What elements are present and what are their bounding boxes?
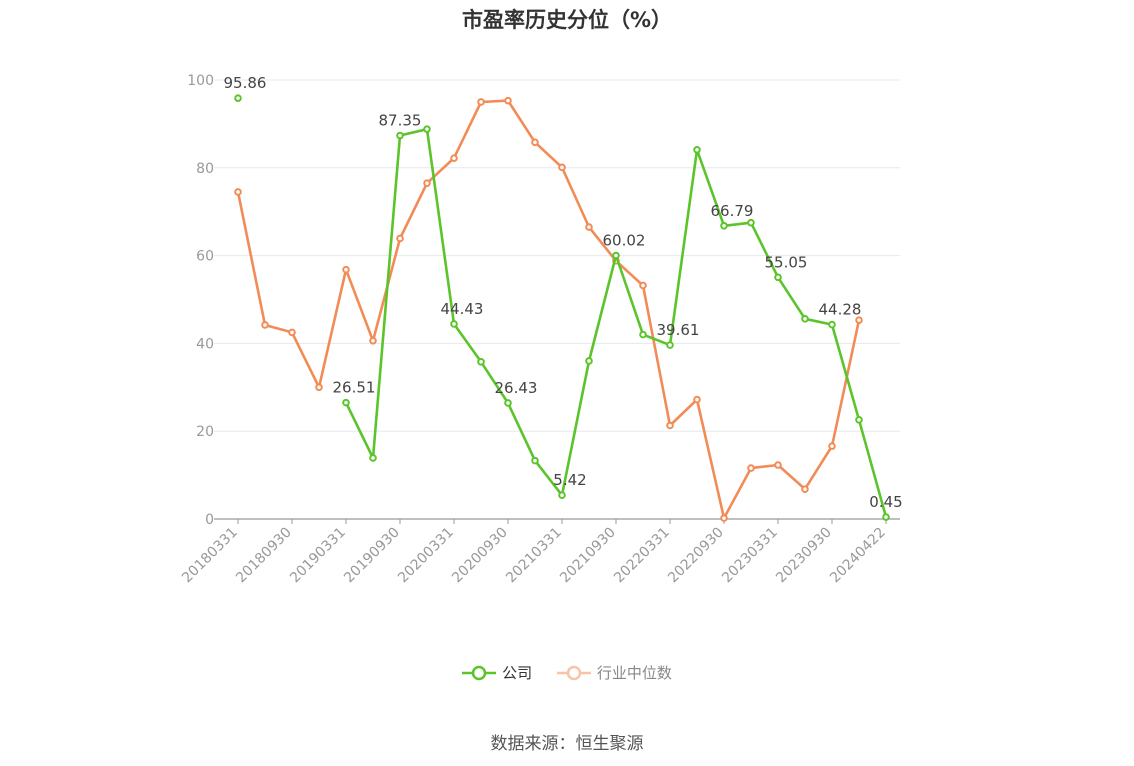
x-tick-label: 20210930 — [557, 525, 619, 587]
data-point — [882, 513, 890, 521]
data-label: 44.43 — [441, 300, 484, 318]
data-point — [504, 96, 512, 105]
x-tick-label: 20190331 — [287, 525, 349, 587]
data-point — [396, 131, 404, 140]
data-labels: 95.86 26.51 87.35 44.43 26.43 5.42 60.02 39.61 6… — [224, 74, 903, 511]
x-tick-label: 20240422 — [827, 525, 889, 587]
data-point — [774, 273, 782, 282]
data-point — [477, 358, 485, 366]
data-point — [450, 154, 458, 162]
data-point — [234, 188, 242, 196]
line-chart: 0 20 40 60 80 100 2018033120180930201903312019… — [179, 73, 903, 586]
legend-label-industry-median: 行业中位数 — [596, 664, 672, 682]
x-tick-label: 20200930 — [449, 525, 511, 587]
data-point — [828, 320, 836, 329]
data-point — [855, 415, 863, 424]
y-tick-label: 80 — [196, 161, 214, 177]
data-label: 87.35 — [379, 112, 422, 130]
data-point — [585, 357, 593, 365]
x-tick-label: 20190930 — [341, 525, 403, 587]
data-point — [855, 316, 863, 324]
x-tick-label: 20210331 — [503, 525, 565, 587]
x-tick-label: 20220331 — [611, 525, 673, 587]
data-point — [531, 138, 539, 147]
legend-item-company[interactable]: 公司 — [462, 662, 532, 683]
data-point — [423, 125, 431, 133]
data-point — [369, 336, 377, 345]
axes: 0 20 40 60 80 100 2018033120180930201903312019… — [179, 73, 900, 586]
data-point — [639, 281, 647, 290]
data-label: 44.28 — [819, 301, 862, 319]
data-point — [774, 461, 782, 469]
data-point — [720, 221, 728, 230]
data-point — [450, 320, 458, 328]
data-point — [612, 251, 620, 260]
series-lines — [234, 94, 890, 522]
legend-label-company: 公司 — [502, 664, 533, 682]
legend-line-circle-icon — [462, 665, 497, 680]
data-label: 26.51 — [333, 379, 376, 397]
data-point — [315, 383, 323, 392]
x-tick-label: 20200331 — [395, 525, 457, 587]
data-point — [747, 464, 755, 472]
data-label: 66.79 — [711, 202, 754, 220]
data-point — [558, 163, 566, 172]
y-tick-label: 0 — [205, 512, 214, 528]
data-point — [504, 399, 512, 407]
chart-title: 市盈率历史分位（%） — [461, 8, 673, 32]
data-point — [531, 456, 539, 465]
data-point — [558, 491, 566, 500]
data-point — [801, 485, 809, 493]
x-tick-label: 20180930 — [233, 525, 295, 587]
data-point — [477, 98, 485, 106]
series-industry-median — [234, 96, 863, 522]
data-label: 60.02 — [603, 232, 646, 250]
data-point — [801, 315, 809, 323]
data-point — [693, 146, 701, 154]
data-point — [288, 328, 296, 337]
y-tick-label: 20 — [196, 424, 214, 440]
data-label: 0.45 — [869, 493, 902, 511]
x-tick-label: 20230930 — [773, 525, 835, 587]
data-point — [747, 218, 755, 227]
x-tick-label: 20180331 — [179, 525, 241, 587]
series-company — [234, 94, 890, 521]
data-source: 数据来源：恒生聚源 — [490, 734, 644, 754]
data-point — [396, 234, 404, 243]
y-tick-label: 100 — [187, 73, 214, 89]
data-point — [369, 454, 377, 462]
legend-item-industry-median[interactable]: 行业中位数 — [556, 662, 672, 683]
data-point — [261, 321, 269, 329]
data-point — [342, 265, 350, 274]
data-point — [234, 94, 242, 102]
legend-line-circle-icon — [556, 665, 591, 680]
data-point — [585, 223, 593, 231]
data-point — [828, 442, 836, 450]
y-tick-label: 40 — [196, 336, 214, 352]
data-label: 26.43 — [495, 379, 538, 397]
data-label: 39.61 — [657, 321, 700, 339]
y-tick-label: 60 — [196, 249, 214, 265]
data-point — [720, 514, 728, 522]
data-point — [666, 421, 674, 430]
data-point — [639, 330, 647, 339]
data-label: 5.42 — [553, 471, 586, 489]
legend: 公司 行业中位数 — [0, 662, 1134, 685]
data-point — [693, 395, 701, 404]
series-line — [344, 127, 888, 518]
data-label: 95.86 — [224, 74, 267, 92]
series-line — [236, 99, 861, 520]
x-tick-label: 20220930 — [665, 525, 727, 587]
data-point — [666, 341, 674, 349]
data-label: 55.05 — [765, 253, 808, 271]
data-point — [423, 179, 431, 187]
data-point — [342, 398, 350, 407]
x-tick-label: 20230331 — [719, 525, 781, 587]
